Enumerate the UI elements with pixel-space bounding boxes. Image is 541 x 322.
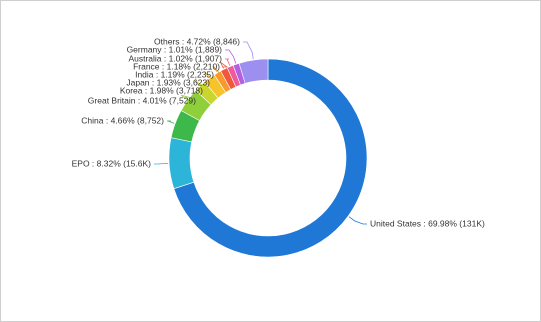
slice-label: Korea : 1.98% (3,718): [120, 85, 203, 95]
leader-line: [348, 216, 367, 225]
leader-line: [167, 120, 175, 124]
slice-label: Others : 4.72% (8,846): [154, 36, 240, 46]
leader-line: [220, 61, 229, 69]
slice-label: China : 4.66% (8,752): [81, 115, 164, 125]
slice-label: France : 1.18% (2,210): [133, 61, 220, 71]
slice-label: India : 1.19% (2,235): [135, 69, 214, 79]
leader-line: [204, 71, 219, 84]
leader-line: [181, 94, 204, 102]
slice-label: Germany : 1.01% (1,889): [127, 44, 223, 54]
leader-line: [225, 58, 231, 66]
slice-label: United States : 69.98% (131K): [370, 218, 485, 228]
slice-label: Great Britain : 4.01% (7,529): [88, 95, 196, 105]
leader-line: [225, 49, 237, 64]
donut-slice: [168, 137, 195, 190]
leader-line: [243, 41, 254, 60]
donut-slice: [173, 58, 368, 258]
slice-label: Japan : 1.93% (3,623): [126, 77, 210, 87]
slice-label: EPO : 8.32% (15.6K): [72, 158, 152, 168]
donut-slice: [238, 58, 269, 84]
slice-label: Australia : 1.02% (1,907): [128, 53, 222, 63]
leader-line: [154, 163, 169, 165]
leader-line: [194, 79, 212, 92]
leader-line: [213, 65, 222, 76]
